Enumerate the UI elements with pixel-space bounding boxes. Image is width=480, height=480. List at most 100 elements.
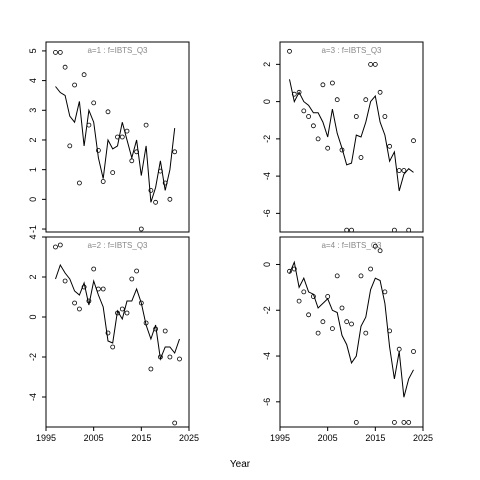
data-point	[138, 300, 144, 306]
data-point	[148, 366, 154, 372]
x-tick-label: 2005	[318, 433, 338, 443]
plot-frame	[279, 236, 424, 428]
data-point	[77, 306, 82, 312]
data-point	[368, 62, 374, 67]
y-tick-label: -4	[262, 352, 272, 360]
data-point	[86, 298, 92, 304]
data-point	[396, 168, 402, 173]
data-point	[387, 143, 393, 149]
data-point	[162, 180, 168, 186]
panel-title: a=2 : f=IBTS_Q3	[87, 241, 148, 250]
panel-a3: a=3 : f=IBTS_Q3 -6 -4 -2 0 2	[262, 41, 424, 233]
data-point	[353, 419, 359, 425]
data-point	[339, 147, 345, 153]
data-point	[320, 319, 326, 325]
data-point	[119, 134, 125, 140]
x-tick-label: 2005	[84, 433, 104, 443]
data-point	[339, 305, 345, 311]
panel-a4: a=4 : f=IBTS_Q3 -6 -4 -2 0 1995 2005 2015 2025	[262, 236, 433, 443]
data-point	[310, 294, 316, 299]
data-point	[287, 48, 292, 54]
data-point	[143, 320, 149, 326]
data-point	[115, 310, 120, 316]
data-point	[167, 354, 173, 360]
data-point	[325, 294, 331, 299]
data-point	[81, 284, 87, 290]
data-point	[301, 108, 307, 114]
data-point	[344, 319, 350, 325]
data-point	[138, 226, 144, 232]
data-point	[382, 289, 388, 295]
data-point	[377, 89, 383, 95]
data-point	[162, 328, 168, 334]
fitted-line	[289, 79, 414, 192]
data-point	[315, 330, 321, 336]
data-point	[143, 122, 149, 128]
data-point	[96, 286, 101, 292]
data-point	[96, 147, 101, 153]
y-tick-label: 4	[28, 234, 38, 239]
data-point	[91, 266, 97, 272]
data-point	[57, 50, 63, 55]
x-tick-label: 1995	[36, 433, 56, 443]
data-point	[382, 114, 388, 119]
panel-title: a=4 : f=IBTS_Q3	[321, 241, 382, 250]
data-point	[411, 138, 416, 144]
data-point	[110, 344, 116, 350]
data-point	[391, 419, 397, 425]
data-point	[325, 145, 331, 151]
data-point	[358, 273, 364, 279]
data-point	[363, 97, 369, 103]
y-tick-label: 1	[28, 167, 38, 172]
data-point	[157, 168, 163, 174]
data-point	[172, 420, 178, 426]
x-tick-label: 2025	[179, 433, 199, 443]
y-tick-label: -2	[262, 306, 272, 314]
data-point	[329, 80, 335, 86]
data-point	[72, 300, 77, 306]
y-tick-label: -1	[28, 225, 38, 233]
plot-frame	[45, 236, 190, 428]
data-point	[57, 242, 63, 248]
data-point	[134, 268, 140, 274]
data-point	[100, 286, 106, 292]
data-point	[177, 356, 182, 362]
y-tick-label: 4	[28, 78, 38, 83]
data-point	[124, 128, 130, 134]
data-point	[368, 266, 374, 272]
data-point	[129, 158, 135, 164]
x-tick-label: 1995	[270, 433, 290, 443]
x-tick-label: 2015	[131, 433, 151, 443]
data-point	[157, 354, 163, 360]
data-point	[310, 123, 316, 129]
data-point	[153, 199, 159, 205]
data-point	[53, 50, 58, 55]
data-point	[334, 97, 340, 103]
data-point	[363, 330, 369, 336]
data-point	[172, 149, 178, 155]
panel-a2: a=2 : f=IBTS_Q3 -4 -2 0 2 4 1995 2005 2015 2025	[28, 234, 199, 443]
y-tick-label: -6	[262, 209, 272, 217]
plot-frame	[279, 41, 424, 233]
fitted-line	[55, 263, 180, 361]
panel-title: a=1 : f=IBTS_Q3	[87, 46, 148, 55]
data-point	[296, 89, 302, 95]
panel-a1: a=1 : f=IBTS_Q3 -1 0 1 2 3 4 5	[28, 41, 190, 233]
fitted-line	[289, 260, 414, 398]
y-tick-label: 5	[28, 48, 38, 53]
data-point	[334, 273, 340, 279]
data-point	[306, 312, 312, 318]
data-point	[372, 62, 378, 67]
data-point	[329, 326, 335, 332]
data-point	[124, 310, 130, 316]
y-tick-label: 2	[262, 62, 272, 67]
data-point	[62, 278, 68, 284]
y-tick-label: -2	[262, 135, 272, 143]
data-point	[81, 72, 87, 78]
data-point	[320, 82, 326, 88]
data-point	[306, 114, 312, 119]
data-point	[358, 155, 364, 160]
data-point	[67, 143, 73, 149]
data-point	[287, 268, 292, 274]
